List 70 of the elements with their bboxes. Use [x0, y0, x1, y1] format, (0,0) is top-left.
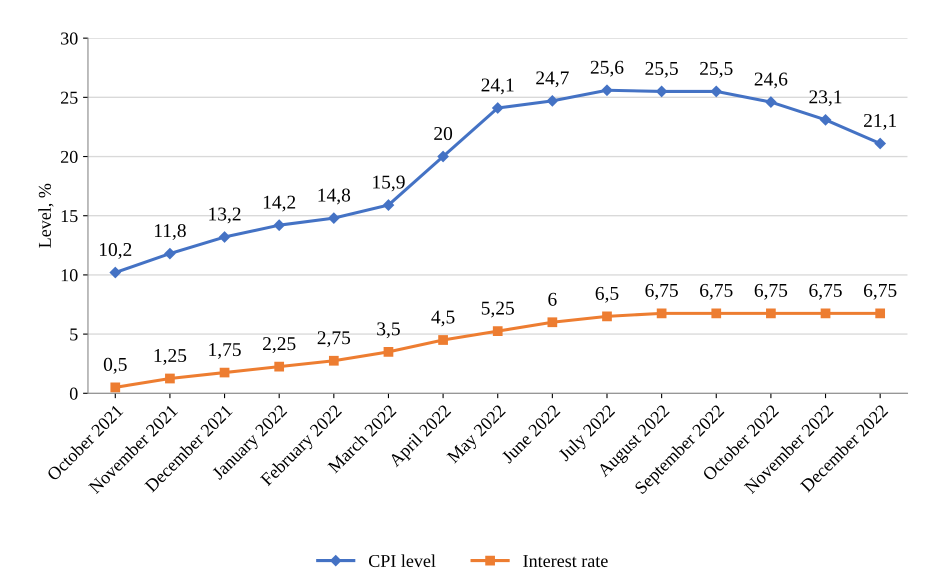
point — [820, 114, 832, 126]
point — [547, 317, 558, 328]
y-tick-label: 25 — [60, 92, 78, 104]
y-tick-label: 10 — [62, 269, 78, 282]
y-tick-label: 30 — [61, 32, 78, 45]
data-label: 11,8 — [154, 224, 186, 240]
point — [438, 335, 448, 345]
data-label: 3,5 — [377, 322, 400, 338]
point — [164, 248, 176, 260]
point — [384, 346, 394, 357]
data-label: 5,25 — [482, 302, 514, 318]
y-tick-label: 0 — [70, 388, 78, 400]
data-label: 6,75 — [864, 284, 896, 300]
point — [328, 356, 339, 366]
point — [220, 368, 230, 378]
data-label: 24,6 — [754, 72, 788, 88]
point — [328, 212, 340, 224]
point — [656, 308, 666, 318]
point — [274, 220, 285, 231]
data-label: 13,2 — [209, 208, 240, 224]
data-label: 6,75 — [700, 284, 733, 300]
data-label: 6,75 — [754, 284, 788, 300]
point — [165, 374, 175, 384]
data-label: 15,9 — [373, 176, 405, 192]
data-label: 25,5 — [645, 62, 678, 78]
data-label: 4,5 — [431, 310, 454, 326]
point — [711, 308, 722, 318]
point — [656, 86, 668, 98]
point — [110, 382, 120, 392]
data-label: 25,5 — [700, 62, 733, 78]
point — [601, 84, 613, 96]
point — [382, 199, 394, 211]
y-axis-title: Level, % — [38, 184, 54, 248]
data-label: 24,7 — [536, 71, 569, 88]
data-label: 14,2 — [264, 196, 296, 212]
legend-label: Interest rate — [523, 555, 608, 568]
y-tick-label: 15 — [62, 210, 78, 222]
point — [492, 326, 503, 336]
data-label: 1,25 — [154, 348, 186, 365]
data-label: 6,5 — [596, 286, 618, 303]
point — [874, 138, 886, 150]
data-label: 24,1 — [482, 78, 514, 94]
point — [875, 308, 886, 318]
point — [110, 266, 121, 278]
data-label: 25,6 — [590, 60, 624, 77]
data-label: 6,75 — [809, 284, 842, 300]
point — [765, 96, 776, 108]
data-label: 20 — [434, 126, 452, 140]
point — [274, 362, 284, 372]
data-label: 21,1 — [864, 114, 896, 130]
point — [218, 231, 230, 243]
point — [710, 86, 722, 98]
y-tick-label: 20 — [60, 150, 78, 163]
point — [492, 102, 504, 114]
data-label: 6 — [548, 292, 557, 306]
data-label: 10,2 — [100, 242, 132, 259]
legend-label: CPI level — [368, 554, 436, 568]
point — [602, 311, 612, 322]
point — [766, 308, 776, 318]
data-label: 14,8 — [318, 188, 350, 204]
data-label: 6,75 — [645, 284, 678, 300]
data-label: 2,25 — [263, 337, 296, 354]
point — [820, 308, 830, 318]
data-label: 2,75 — [318, 331, 350, 348]
y-tick-label: 5 — [70, 328, 78, 341]
data-label: 1,75 — [209, 343, 241, 359]
point — [437, 150, 449, 162]
point — [546, 95, 558, 106]
data-label: 23,1 — [809, 90, 842, 106]
data-label: 0,5 — [104, 358, 127, 374]
